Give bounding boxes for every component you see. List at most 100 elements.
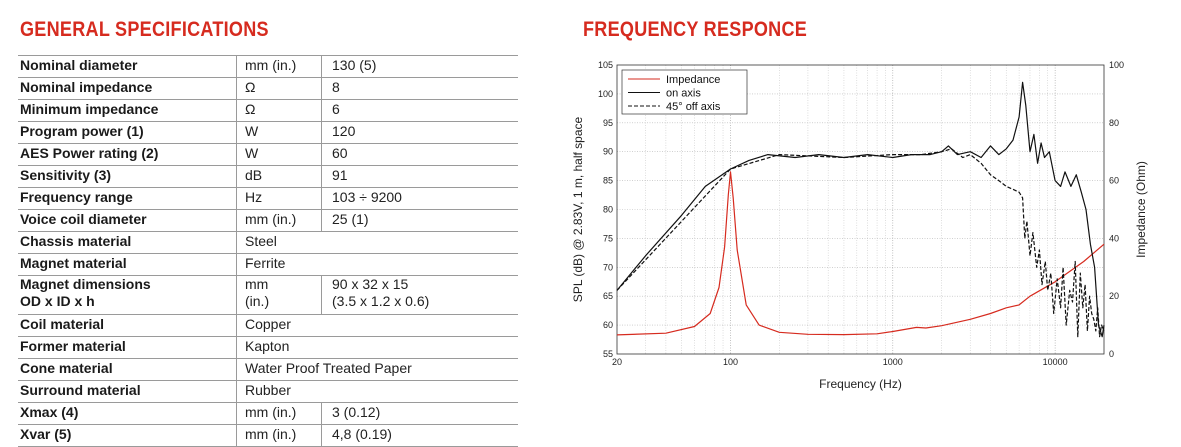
spec-unit: Rubber [236,380,518,403]
table-row: Former material Kapton [18,336,518,359]
spec-param: Former material [20,338,126,354]
y2-tick-label: 100 [1109,60,1124,70]
y-tick-label: 70 [603,262,613,272]
spec-unit: Ferrite [236,253,518,276]
spec-value: 130 (5) [321,55,518,78]
spec-unit: Ω [236,99,322,122]
legend-label-on-axis: on axis [666,88,701,100]
table-row: Coil material Copper [18,314,518,337]
spec-param: Surround material [20,382,141,398]
spec-value: 103 ÷ 9200 [321,187,518,210]
spec-unit: W [236,121,322,144]
spec-unit: W [236,143,322,166]
y2-tick-label: 60 [1109,176,1119,186]
table-row: Magnet dimensions OD x ID x h mm (in.) 90 … [18,275,518,315]
spec-unit: mm (in.) [236,402,322,425]
spec-unit: mm (in.) [236,55,322,78]
spec-value: 3 (0.12) [321,402,518,425]
y-tick-label: 90 [603,147,613,157]
table-row: Frequency range Hz 103 ÷ 9200 [18,187,518,210]
y-tick-label: 100 [598,89,613,99]
y2-axis-label: Impedance (Ohm) [1134,161,1148,258]
spec-unit: Kapton [236,336,518,359]
table-row: Chassis material Steel [18,231,518,254]
frequency-response-chart: 55 60 65 70 75 80 85 90 95 100 105 0 20 40 60 80 100 20 10… [571,60,1148,391]
spec-param: Minimum impedance [20,101,159,117]
spec-value: 6 [321,99,518,122]
spec-param: Xmax (4) [20,404,79,420]
x-tick-label: 1000 [883,357,903,367]
legend-box [621,69,748,115]
spec-param: Cone material [20,360,113,376]
table-row: Xmax (4) mm (in.) 3 (0.12) [18,402,518,425]
y-axis-label: SPL (dB) @ 2.83V, 1 m, half space [571,116,585,302]
spec-value: 90 x 32 x 15 (3.5 x 1.2 x 0.6) [321,275,518,315]
y2-tick-label: 20 [1109,291,1119,301]
table-row: Surround material Rubber [18,380,518,403]
specs-heading: GENERAL SPECIFICATIONS [20,18,269,41]
spec-value-line1: 90 x 32 x 15 [332,276,409,292]
spec-unit: Steel [236,231,518,254]
plot-frame [616,64,1105,355]
chart-legend: Impedance on axis 45° off axis [621,69,748,115]
y-tick-label: 65 [603,291,613,301]
spec-value: 25 (1) [321,209,518,232]
spec-unit: dB [236,165,322,188]
table-row: Nominal diameter mm (in.) 130 (5) [18,55,518,78]
chart-ticks: 55 60 65 70 75 80 85 90 95 100 105 0 20 40 60 80 100 20 10… [598,60,1124,367]
x-tick-label: 20 [612,357,622,367]
spec-value: 60 [321,143,518,166]
y-tick-label: 95 [603,118,613,128]
spec-param: Coil material [20,316,105,332]
spec-param: Magnet material [20,255,127,271]
legend-label-off-axis: 45° off axis [666,101,721,113]
spec-param: Chassis material [20,233,132,249]
table-row: Minimum impedance Ω 6 [18,99,518,122]
table-row: Magnet material Ferrite [18,253,518,276]
table-row: Voice coil diameter mm (in.) 25 (1) [18,209,518,232]
spec-unit: mm (in.) [236,209,322,232]
spec-param: Voice coil diameter [20,211,147,227]
spec-value-line2: (3.5 x 1.2 x 0.6) [332,293,430,309]
legend-label-impedance: Impedance [666,74,720,86]
spec-param: Frequency range [20,189,133,205]
spec-unit-line1: mm [245,276,269,292]
spec-unit: Ω [236,77,322,100]
spec-param: Nominal impedance [20,79,153,95]
series-line-on-axis [616,81,1105,338]
table-row: Nominal impedance Ω 8 [18,77,518,100]
spec-value: 91 [321,165,518,188]
y-tick-label: 105 [598,60,613,70]
chart-series [616,81,1105,338]
table-row: Program power (1) W 120 [18,121,518,144]
y-tick-label: 80 [603,205,613,215]
y-tick-label: 85 [603,176,613,186]
frequency-heading: FREQUENCY RESPONCE [583,18,808,41]
table-row: Sensitivity (3) dB 91 [18,165,518,188]
spec-param: Nominal diameter [20,57,138,73]
y2-tick-label: 80 [1109,118,1119,128]
table-row: Cone material Water Proof Treated Paper [18,358,518,381]
y2-tick-label: 40 [1109,233,1119,243]
spec-unit: Copper [236,314,518,337]
y2-tick-label: 0 [1109,349,1114,359]
specifications-table: Nominal diameter mm (in.) 130 (5) Nomina… [18,55,518,447]
table-row: AES Power rating (2) W 60 [18,143,518,166]
spec-unit: Water Proof Treated Paper [236,358,518,381]
series-line-impedance [616,171,1105,336]
spec-value: 8 [321,77,518,100]
spec-param-line2: OD x ID x h [20,293,95,309]
x-axis-label: Frequency (Hz) [819,377,902,391]
spec-unit: mm (in.) [236,275,322,315]
spec-value: 120 [321,121,518,144]
spec-unit-line2: (in.) [245,293,270,309]
y-tick-label: 75 [603,233,613,243]
spec-param-line1: Magnet dimensions [20,276,151,292]
spec-unit: Hz [236,187,322,210]
spec-param: Program power (1) [20,123,144,139]
spec-param: Magnet dimensions OD x ID x h [18,276,237,315]
y-tick-label: 55 [603,349,613,359]
spec-param: AES Power rating (2) [20,145,159,161]
x-tick-label: 100 [723,357,738,367]
x-tick-label: 10000 [1043,357,1068,367]
